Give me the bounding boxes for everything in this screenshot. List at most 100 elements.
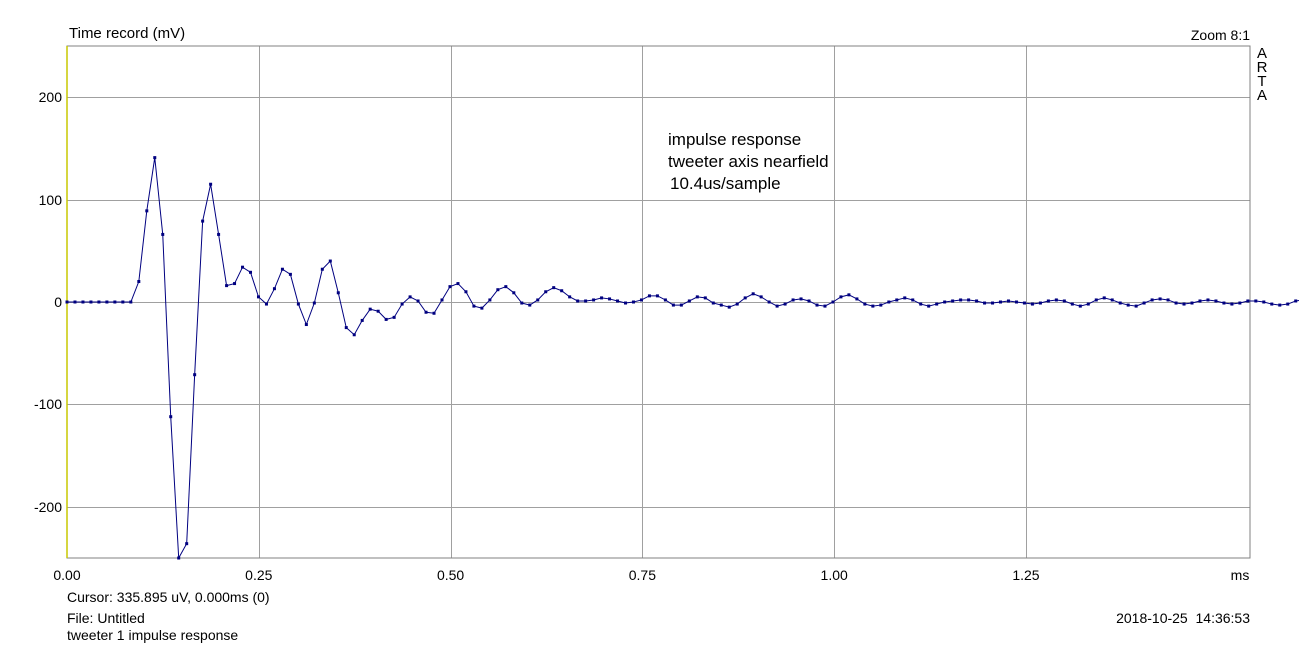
data-point xyxy=(903,296,907,300)
data-point xyxy=(751,292,755,296)
data-point xyxy=(608,297,612,301)
data-point xyxy=(241,265,245,269)
data-point xyxy=(328,259,332,263)
data-point xyxy=(1286,302,1290,306)
data-point xyxy=(185,542,189,546)
x-tick-label: 0.25 xyxy=(245,567,273,583)
data-point xyxy=(448,285,452,289)
data-point xyxy=(392,315,396,319)
data-point xyxy=(1118,301,1122,305)
data-point xyxy=(1046,299,1050,303)
data-point xyxy=(520,301,524,305)
data-point xyxy=(480,306,484,310)
data-point xyxy=(1222,301,1226,305)
brand-letter: A xyxy=(1256,45,1267,62)
data-point xyxy=(616,299,620,303)
annotation-line: 10.4us/sample xyxy=(670,174,781,193)
data-point xyxy=(799,297,803,301)
data-point xyxy=(536,298,540,302)
data-point xyxy=(65,300,69,304)
data-point xyxy=(1182,302,1186,306)
cursor-readout: Cursor: 335.895 uV, 0.000ms (0) xyxy=(67,589,270,605)
data-point xyxy=(719,303,723,307)
data-point xyxy=(376,309,380,313)
data-point xyxy=(113,300,117,304)
data-point xyxy=(1270,302,1274,306)
data-point xyxy=(783,302,787,306)
y-tick-label: -100 xyxy=(33,396,62,413)
data-point xyxy=(296,302,300,306)
data-point xyxy=(440,298,444,302)
data-point xyxy=(600,296,604,300)
x-tick-label: 0.00 xyxy=(53,567,81,583)
data-point xyxy=(568,295,572,299)
data-point xyxy=(687,299,691,303)
data-point xyxy=(679,303,683,307)
data-point xyxy=(584,299,588,303)
data-point xyxy=(935,302,939,306)
data-point xyxy=(1014,300,1018,304)
data-point xyxy=(121,300,125,304)
data-point xyxy=(416,299,420,303)
data-point xyxy=(384,317,388,321)
annotation-line: impulse response xyxy=(668,130,802,149)
data-point xyxy=(1062,299,1066,303)
data-point xyxy=(592,298,596,302)
data-point xyxy=(145,209,149,213)
data-point xyxy=(1262,300,1266,304)
data-point xyxy=(1150,298,1154,302)
data-point xyxy=(1006,299,1010,303)
data-point xyxy=(1054,298,1058,302)
x-tick-label: 0.50 xyxy=(436,567,465,583)
chart-title: Time record (mV) xyxy=(69,25,186,42)
x-tick-label: 0.75 xyxy=(628,567,656,583)
data-point xyxy=(320,267,324,271)
data-point xyxy=(233,282,237,286)
data-point xyxy=(272,287,276,291)
data-point xyxy=(552,286,556,290)
data-point xyxy=(951,299,955,303)
data-point xyxy=(823,304,827,308)
data-point xyxy=(1142,301,1146,305)
data-point xyxy=(847,293,851,297)
data-point xyxy=(1078,304,1082,308)
data-point xyxy=(201,219,205,223)
brand-letter: R xyxy=(1256,59,1268,76)
data-point xyxy=(456,282,460,286)
data-point xyxy=(655,294,659,298)
data-point xyxy=(631,300,635,304)
data-point xyxy=(815,303,819,307)
data-point xyxy=(512,291,516,295)
data-point xyxy=(775,304,779,308)
data-point xyxy=(105,300,109,304)
data-point xyxy=(209,182,213,186)
data-point xyxy=(839,295,843,299)
data-point xyxy=(895,298,899,302)
data-point xyxy=(999,300,1003,304)
data-point xyxy=(528,303,532,307)
data-point xyxy=(312,301,316,305)
data-point xyxy=(1254,299,1258,303)
data-point xyxy=(217,232,221,236)
data-point xyxy=(943,300,947,304)
data-point xyxy=(360,318,364,322)
data-point xyxy=(1110,298,1114,302)
data-point xyxy=(129,300,133,304)
data-point xyxy=(424,310,428,314)
data-point xyxy=(1198,299,1202,303)
data-point xyxy=(879,303,883,307)
data-point xyxy=(855,297,859,301)
data-point xyxy=(89,300,93,304)
data-point xyxy=(1246,299,1250,303)
data-point xyxy=(759,295,763,299)
grid xyxy=(67,46,1250,558)
data-point xyxy=(807,299,811,303)
data-point xyxy=(408,295,412,299)
data-point xyxy=(336,291,340,295)
x-tick-label: 1.00 xyxy=(820,567,848,583)
x-tick-label: 1.25 xyxy=(1012,567,1040,583)
data-point xyxy=(663,298,667,302)
data-point xyxy=(887,300,891,304)
data-point xyxy=(368,307,372,311)
data-point xyxy=(464,290,468,294)
